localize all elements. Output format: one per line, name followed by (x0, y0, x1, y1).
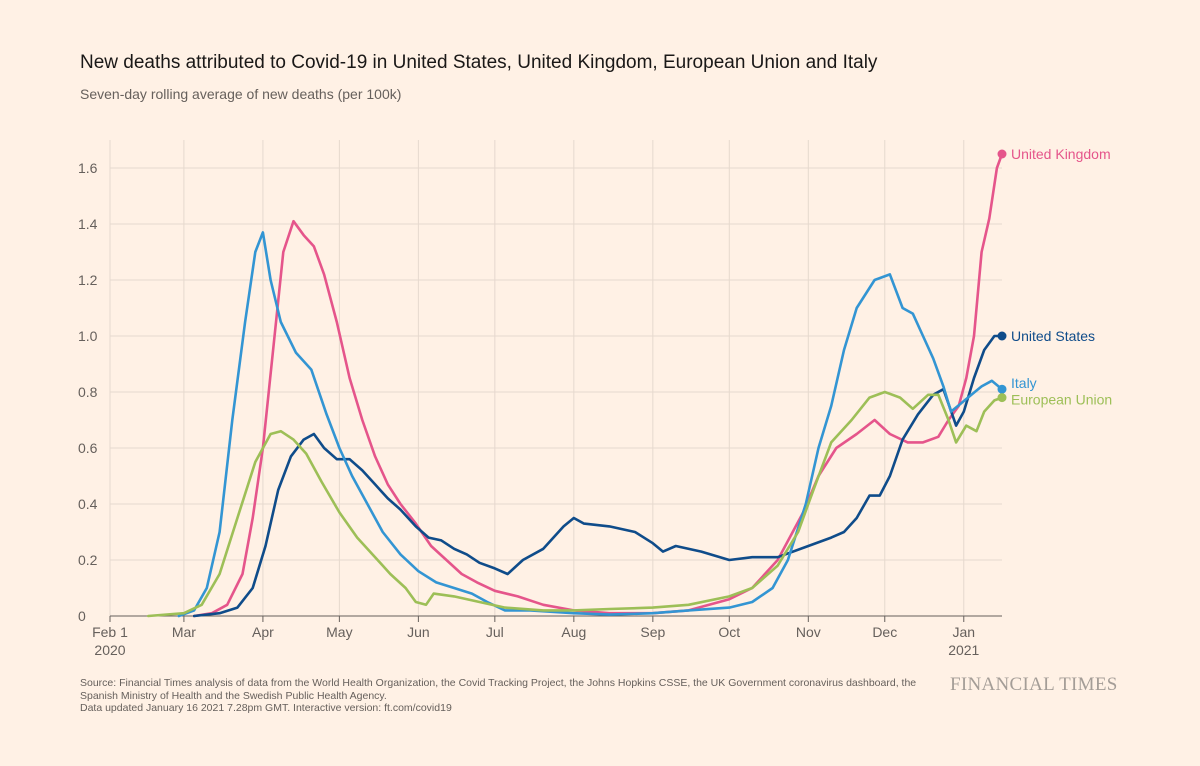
x-tick-label: Aug (561, 624, 586, 640)
x-tick-label: Nov (796, 624, 821, 640)
series-label-european-union: European Union (1011, 392, 1112, 408)
y-tick-label: 0.6 (78, 440, 98, 456)
y-tick-label: 1.4 (78, 216, 98, 232)
series-label-united-kingdom: United Kingdom (1011, 146, 1111, 162)
x-tick-label: Dec (872, 624, 897, 640)
series-end-marker-united-states (997, 331, 1007, 341)
series-line-european-union (146, 390, 1004, 618)
y-tick-label: 0.4 (78, 496, 98, 512)
series-end-marker-united-kingdom (997, 149, 1007, 159)
chart-title: New deaths attributed to Covid-19 in Uni… (80, 52, 878, 73)
y-tick-label: 1.0 (78, 328, 98, 344)
y-tick-label: 0.8 (78, 384, 98, 400)
y-tick-label: 1.2 (78, 272, 98, 288)
x-tick-sublabel: 2020 (94, 642, 125, 658)
x-tick-label: Jul (486, 624, 504, 640)
y-tick-label: 0 (78, 608, 86, 624)
financial-times-logo: FINANCIAL TIMES (950, 674, 1118, 695)
x-tick-label: May (326, 624, 352, 640)
x-tick-label: Sep (640, 624, 665, 640)
x-tick-label: Oct (718, 624, 740, 640)
x-tick-sublabel: 2021 (948, 642, 979, 658)
data-updated-note: Data updated January 16 2021 7.28pm GMT.… (80, 702, 452, 714)
x-tick-label: Apr (252, 624, 274, 640)
source-line-1: Source: Financial Times analysis of data… (80, 677, 917, 689)
x-tick-label: Feb 1 (92, 624, 128, 640)
x-tick-label: Jan (952, 624, 975, 640)
x-tick-label: Mar (172, 624, 196, 640)
source-note: Source: Financial Times analysis of data… (80, 677, 930, 715)
series-label-italy: Italy (1011, 375, 1037, 391)
series-line-italy (177, 231, 1004, 618)
x-tick-label: Jun (407, 624, 430, 640)
series-line-united-states (192, 334, 1004, 618)
chart-subtitle: Seven-day rolling average of new deaths … (80, 86, 402, 102)
source-line-2: Spanish Ministry of Health and the Swedi… (80, 689, 387, 702)
series-end-marker-italy (997, 384, 1007, 394)
series-label-united-states: United States (1011, 328, 1095, 344)
y-tick-label: 0.2 (78, 552, 98, 568)
series-line-united-kingdom (192, 152, 1004, 618)
y-tick-label: 1.6 (78, 160, 98, 176)
series-end-marker-european-union (997, 393, 1007, 403)
